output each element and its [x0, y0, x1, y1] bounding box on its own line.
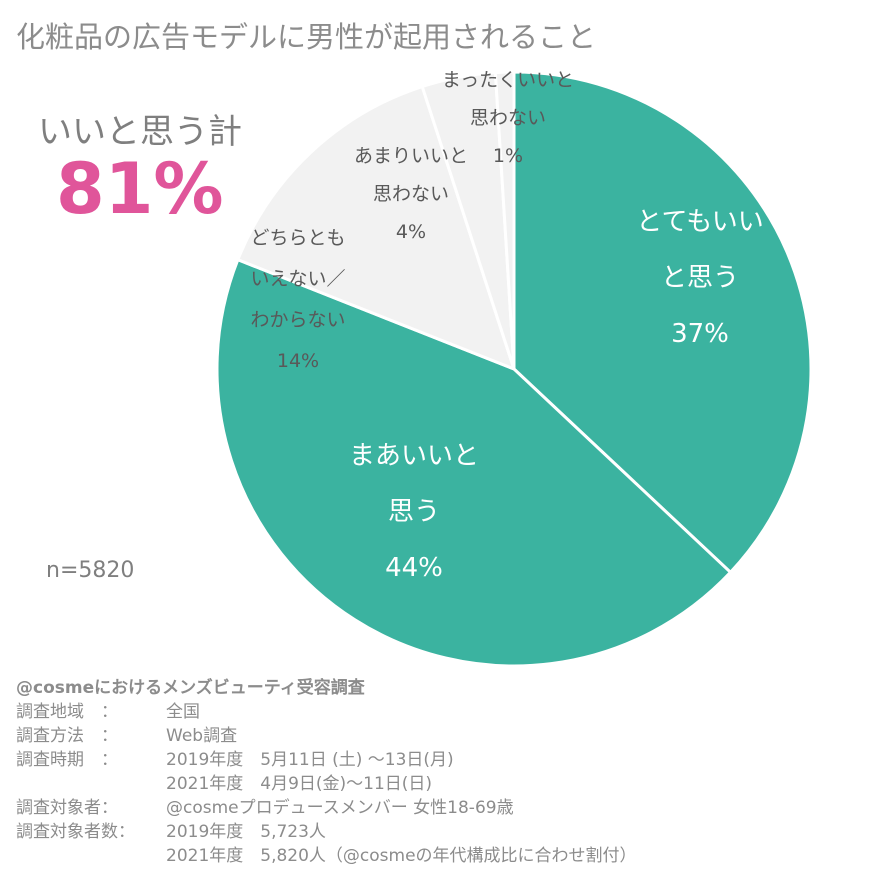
slice-percent-label: 1% [493, 145, 523, 167]
notes-row-key: 調査対象者： [16, 798, 118, 818]
notes-heading: @cosmeにおけるメンズビューティ受容調査 [16, 678, 365, 698]
notes-row: 調査対象者数： 2019年度 5,723人 [16, 820, 637, 844]
slice-label: まあいいと [349, 441, 479, 471]
slice-label: まったくいいと [442, 69, 574, 91]
notes-row-key: 調査時期 ： [16, 750, 118, 770]
pie-slice [512, 70, 813, 575]
pie-slice [493, 70, 516, 370]
notes-row-key: 調査対象者数： [16, 822, 135, 842]
slice-label: いえない／ [250, 268, 345, 290]
notes-row-value: 2019年度 5月11日 (土) ～13日(月) [166, 750, 454, 770]
notes-row: 調査時期 ： 2019年度 5月11日 (土) ～13日(月) [16, 748, 637, 772]
pie-slice [215, 257, 733, 668]
slice-label: わからない [250, 309, 345, 331]
notes-rows: 調査地域 ： 全国調査方法 ： Web調査調査時期 ： 2019年度 5月11日 (土… [16, 700, 637, 868]
slice-label: 思わない [373, 183, 449, 205]
notes-row-value: Web調査 [166, 726, 238, 746]
notes-row: 2021年度 5,820人（@cosmeの年代構成比に合わせ割付） [16, 844, 637, 868]
notes-row-key [16, 772, 166, 796]
slice-label: あまりいいと [354, 145, 468, 167]
notes-row: 調査方法 ： Web調査 [16, 724, 637, 748]
slice-percent-label: 37% [671, 319, 729, 349]
slice-label: 思う [388, 497, 440, 527]
notes-row: 調査地域 ： 全国 [16, 700, 637, 724]
chart-title: 化粧品の広告モデルに男性が起用されること [16, 20, 597, 54]
notes-row-value: 全国 [166, 702, 200, 722]
slice-label: 思わない [470, 107, 546, 129]
slice-percent-label: 14% [277, 350, 319, 372]
notes-row-value: 2021年度 4月9日(金)～11日(日) [166, 774, 433, 794]
sample-size-label: n=5820 [46, 558, 135, 583]
slice-percent-label: 4% [396, 221, 426, 243]
slice-percent-label: 44% [385, 553, 443, 583]
slice-label: どちらとも [250, 227, 345, 249]
aggregate-value: 81% [56, 148, 224, 230]
survey-notes: @cosmeにおけるメンズビューティ受容調査 調査地域 ： 全国調査方法 ： Web… [16, 676, 637, 868]
notes-row-value: 2019年度 5,723人 [166, 822, 326, 842]
notes-row-key: 調査方法 ： [16, 726, 118, 746]
notes-row: 調査対象者： @cosmeプロデュースメンバー 女性18-69歳 [16, 796, 637, 820]
notes-row-value: 2021年度 5,820人（@cosmeの年代構成比に合わせ割付） [166, 846, 637, 866]
notes-row-key [16, 844, 166, 868]
aggregate-label: いいと思う計 [38, 112, 242, 152]
slice-label: とてもいい [636, 207, 763, 237]
notes-row-value: @cosmeプロデュースメンバー 女性18-69歳 [166, 798, 514, 818]
notes-row: 2021年度 4月9日(金)～11日(日) [16, 772, 637, 796]
notes-row-key: 調査地域 ： [16, 702, 118, 722]
slice-label: と思う [661, 263, 739, 293]
